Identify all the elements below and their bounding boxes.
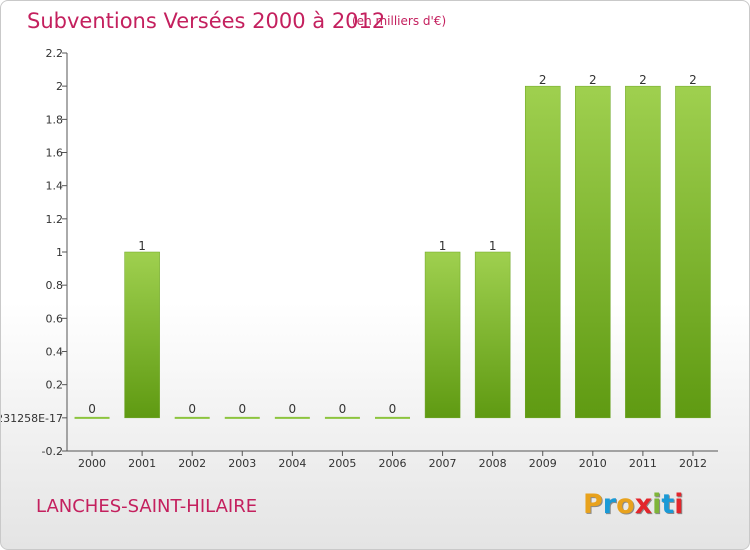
logo-letter: i xyxy=(652,489,662,520)
bar-value-label: 0 xyxy=(339,402,347,416)
x-tick-label: 2011 xyxy=(629,457,657,470)
bar-value-label: 0 xyxy=(238,402,246,416)
bar xyxy=(675,85,711,419)
x-tick-label: 2005 xyxy=(328,457,356,470)
bar-value-label: 0 xyxy=(389,402,397,416)
bar xyxy=(524,85,561,419)
bar xyxy=(575,85,611,419)
y-tick-label: -0.2 xyxy=(42,445,63,458)
x-tick-label: 2004 xyxy=(278,457,306,470)
y-tick-label: 0.2 xyxy=(46,379,64,392)
x-tick-label: 2010 xyxy=(579,457,607,470)
logo-letter: i xyxy=(674,489,684,520)
y-tick-label: 1 xyxy=(56,246,63,259)
y-tick-label: 2 xyxy=(56,80,63,93)
y-tick-label: 1.8 xyxy=(46,113,64,126)
bar-value-label: 1 xyxy=(439,239,447,253)
y-tick-label: 5.5511151231258E-17 xyxy=(1,412,63,425)
commune-name: LANCHES-SAINT-HILAIRE xyxy=(36,496,258,517)
y-tick-label: 0.6 xyxy=(46,312,64,325)
bar xyxy=(424,251,461,419)
x-tick-label: 2003 xyxy=(228,457,256,470)
unit-label: (en milliers d'€) xyxy=(352,14,447,28)
y-tick-label: 1.2 xyxy=(46,213,64,226)
logo-letter: o xyxy=(616,489,635,520)
logo-letter: P xyxy=(583,489,603,520)
bar-value-label: 1 xyxy=(489,239,497,253)
bar-value-label: 1 xyxy=(138,239,146,253)
bar-value-label: 2 xyxy=(539,73,547,87)
bar-value-label: 2 xyxy=(589,73,597,87)
bar xyxy=(124,251,160,419)
bar-value-label: 0 xyxy=(88,402,96,416)
x-tick-label: 2009 xyxy=(529,457,557,470)
bar-value-label: 2 xyxy=(639,73,647,87)
x-tick-label: 2000 xyxy=(78,457,106,470)
y-tick-label: 1.4 xyxy=(46,180,64,193)
y-tick-label: 2.2 xyxy=(46,47,64,60)
logo-letter: x xyxy=(634,489,653,520)
proxiti-logo: Proxiti xyxy=(583,489,684,520)
x-tick-label: 2006 xyxy=(379,457,407,470)
x-tick-label: 2007 xyxy=(429,457,457,470)
y-tick-label: 0.4 xyxy=(46,346,64,359)
y-tick-label: 0.8 xyxy=(46,279,64,292)
bar xyxy=(474,251,511,419)
y-tick-label: 1.6 xyxy=(46,147,64,160)
x-tick-label: 2002 xyxy=(178,457,206,470)
bar-value-label: 2 xyxy=(689,73,697,87)
x-tick-label: 2001 xyxy=(128,457,156,470)
logo-letter: t xyxy=(661,489,675,520)
chart-title: Subventions Versées 2000 à 2012 xyxy=(27,9,386,33)
x-tick-label: 2008 xyxy=(479,457,507,470)
bar-value-label: 0 xyxy=(289,402,297,416)
x-tick-label: 2012 xyxy=(679,457,707,470)
bar-value-label: 0 xyxy=(188,402,196,416)
logo-letter: r xyxy=(602,489,617,520)
bar xyxy=(625,85,661,419)
